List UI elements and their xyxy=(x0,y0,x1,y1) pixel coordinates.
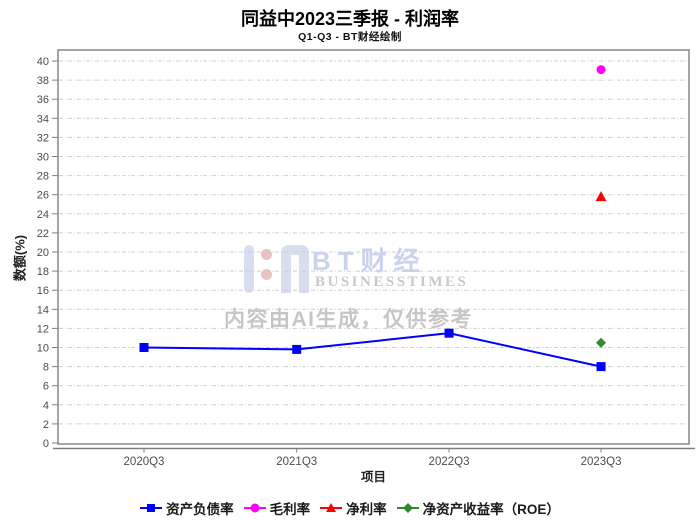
y-tick-label: 0 xyxy=(43,438,49,450)
y-tick-label: 16 xyxy=(37,285,49,297)
watermark-logo: BT财经 BUSINESSTIMES xyxy=(244,243,466,299)
y-tick-label: 26 xyxy=(37,190,49,202)
legend-circle-marker-icon xyxy=(243,502,266,514)
data-point-square xyxy=(444,328,454,338)
watermark-brand-latin: BUSINESSTIMES xyxy=(315,274,469,290)
legend-label: 净资产收益率（ROE） xyxy=(422,502,560,517)
data-point-circle xyxy=(596,65,606,75)
y-tick-label: 22 xyxy=(37,228,49,240)
y-tick-label: 4 xyxy=(43,400,49,412)
y-tick-label: 10 xyxy=(37,343,49,355)
watermark-logo-pi-icon xyxy=(281,245,309,293)
y-axis-title: 数额(%) xyxy=(12,234,28,282)
legend-item-gross-margin: 毛利率 xyxy=(243,498,311,518)
x-tick-label: 2022Q3 xyxy=(429,456,470,468)
x-tick-label: 2023Q3 xyxy=(581,456,622,468)
legend-diamond-marker-icon xyxy=(396,502,419,514)
y-tick-label: 30 xyxy=(37,152,49,164)
legend-label: 资产负债率 xyxy=(166,502,234,517)
x-tick-label: 2021Q3 xyxy=(276,456,317,468)
data-point-square xyxy=(139,343,149,352)
y-tick-label: 2 xyxy=(43,419,49,431)
watermark-disclaimer: 内容由AI生成，仅供参考 xyxy=(224,308,473,331)
watermark-logo-bar-icon xyxy=(244,245,254,293)
legend-item-net-margin: 净利率 xyxy=(320,498,387,518)
y-tick-label: 18 xyxy=(37,266,49,278)
y-tick-label: 8 xyxy=(43,362,49,374)
legend-item-roe: 净资产收益率（ROE） xyxy=(396,498,560,518)
legend-label: 毛利率 xyxy=(269,502,311,517)
chart-title: 同益中2023三季报 - 利润率 xyxy=(240,9,460,29)
legend-triangle-marker-icon xyxy=(320,502,343,514)
y-tick-label: 20 xyxy=(37,247,49,259)
chart-subtitle: Q1-Q3 - BT财经绘制 xyxy=(298,31,402,43)
x-tick-label: 2020Q3 xyxy=(124,456,165,468)
series-line xyxy=(143,332,602,368)
plot-frame xyxy=(57,49,690,445)
y-tick-label: 6 xyxy=(43,381,49,393)
y-tick-label: 32 xyxy=(37,132,49,144)
y-tick-label: 40 xyxy=(37,56,49,68)
y-tick-label: 28 xyxy=(37,171,49,183)
data-point-diamond xyxy=(596,337,607,348)
data-point-square xyxy=(596,362,606,372)
data-point-square xyxy=(292,344,302,354)
y-tick-label: 38 xyxy=(37,75,49,87)
legend-label: 净利率 xyxy=(346,502,387,517)
legend: 资产负债率 毛利率 净利率 净资产收益率（ROE） xyxy=(0,498,700,518)
y-tick-label: 34 xyxy=(37,113,49,125)
x-axis-title: 项目 xyxy=(360,470,386,484)
y-tick-label: 36 xyxy=(37,94,49,106)
y-tick-label: 12 xyxy=(37,323,49,335)
legend-square-marker-icon xyxy=(140,502,163,514)
y-tick-label: 14 xyxy=(37,304,49,316)
data-point-triangle xyxy=(595,191,607,202)
watermark-logo-dots-icon xyxy=(261,249,272,289)
legend-item-debt-ratio: 资产负债率 xyxy=(140,498,234,518)
y-tick-label: 24 xyxy=(37,209,49,221)
